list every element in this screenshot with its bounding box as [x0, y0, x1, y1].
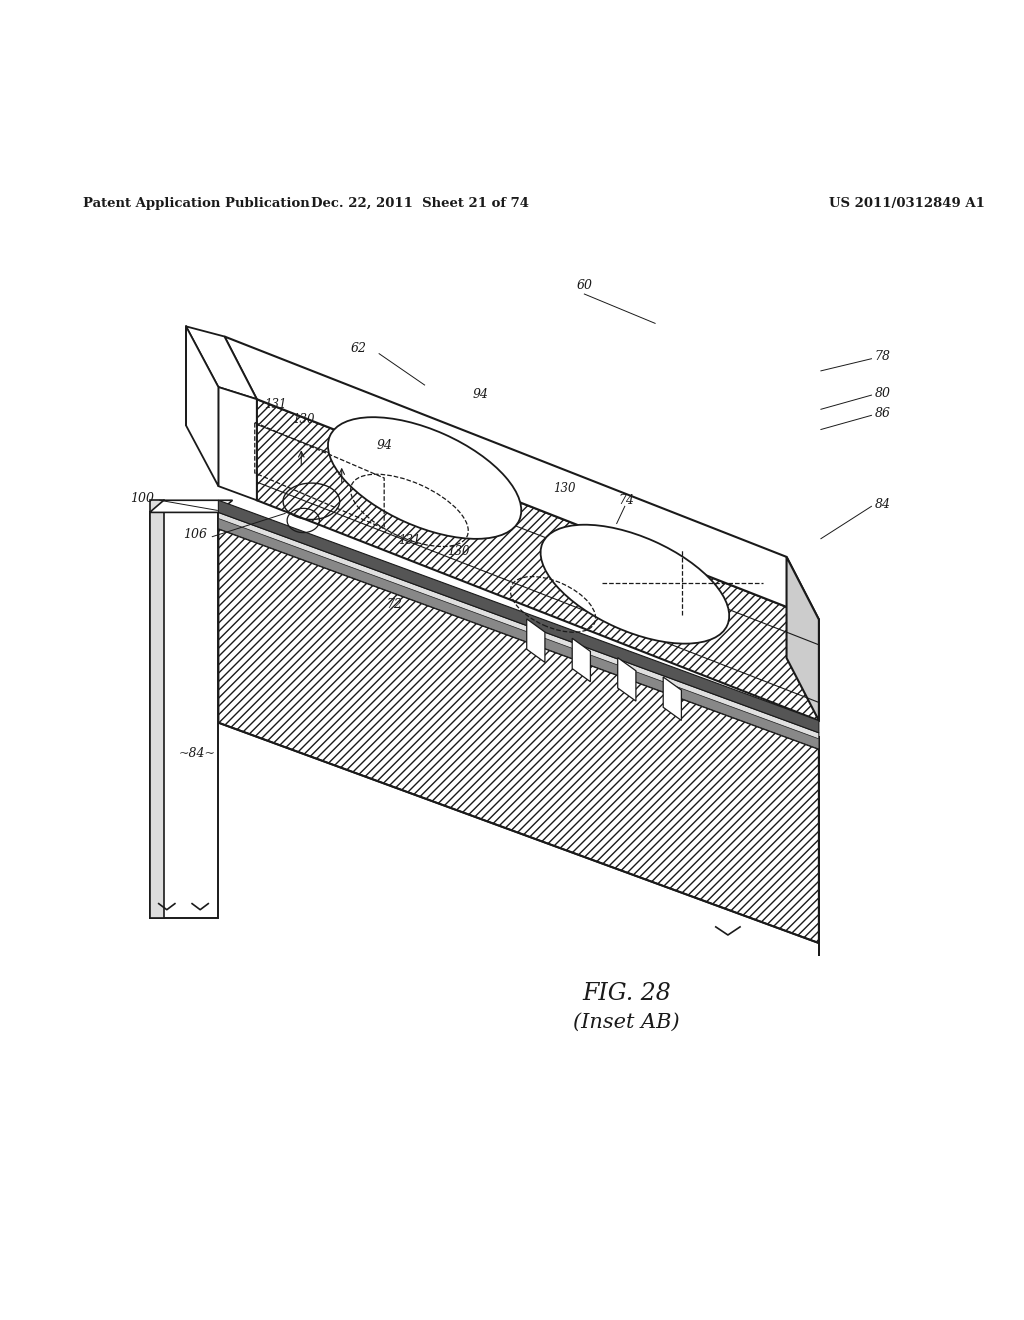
Text: 72: 72	[386, 598, 402, 611]
Text: 60: 60	[577, 280, 592, 293]
Polygon shape	[786, 557, 819, 721]
Text: 62: 62	[351, 342, 367, 355]
Text: 131: 131	[398, 535, 421, 548]
Text: 74: 74	[618, 494, 635, 507]
Text: 78: 78	[874, 350, 891, 363]
Polygon shape	[218, 528, 819, 942]
Polygon shape	[150, 500, 164, 917]
Polygon shape	[218, 512, 819, 748]
Polygon shape	[572, 639, 591, 681]
Text: 131: 131	[264, 397, 287, 411]
Text: (Inset AB): (Inset AB)	[573, 1012, 680, 1031]
Text: 94: 94	[472, 388, 488, 400]
Text: 80: 80	[874, 387, 891, 400]
Polygon shape	[186, 326, 257, 399]
Polygon shape	[218, 500, 819, 733]
Ellipse shape	[328, 417, 521, 539]
Text: 84: 84	[874, 498, 891, 511]
Text: Dec. 22, 2011  Sheet 21 of 74: Dec. 22, 2011 Sheet 21 of 74	[310, 197, 528, 210]
Polygon shape	[224, 337, 819, 619]
Text: Patent Application Publication: Patent Application Publication	[83, 197, 309, 210]
Polygon shape	[218, 387, 257, 500]
Polygon shape	[257, 399, 819, 721]
Text: FIG. 28: FIG. 28	[583, 982, 671, 1005]
Text: 130: 130	[553, 482, 575, 495]
Text: 106: 106	[183, 528, 207, 541]
Polygon shape	[664, 677, 681, 721]
Text: 86: 86	[874, 407, 891, 420]
Text: 94: 94	[376, 440, 392, 453]
Text: US 2011/0312849 A1: US 2011/0312849 A1	[829, 197, 985, 210]
Ellipse shape	[541, 525, 729, 644]
Polygon shape	[150, 500, 232, 512]
Polygon shape	[617, 657, 636, 701]
Text: 130: 130	[292, 413, 314, 426]
Text: 130: 130	[446, 545, 469, 558]
Text: 100: 100	[130, 492, 154, 504]
Polygon shape	[150, 512, 218, 917]
Text: ~84~: ~84~	[178, 747, 216, 759]
Polygon shape	[526, 619, 545, 663]
Polygon shape	[186, 326, 218, 486]
Polygon shape	[218, 519, 819, 748]
